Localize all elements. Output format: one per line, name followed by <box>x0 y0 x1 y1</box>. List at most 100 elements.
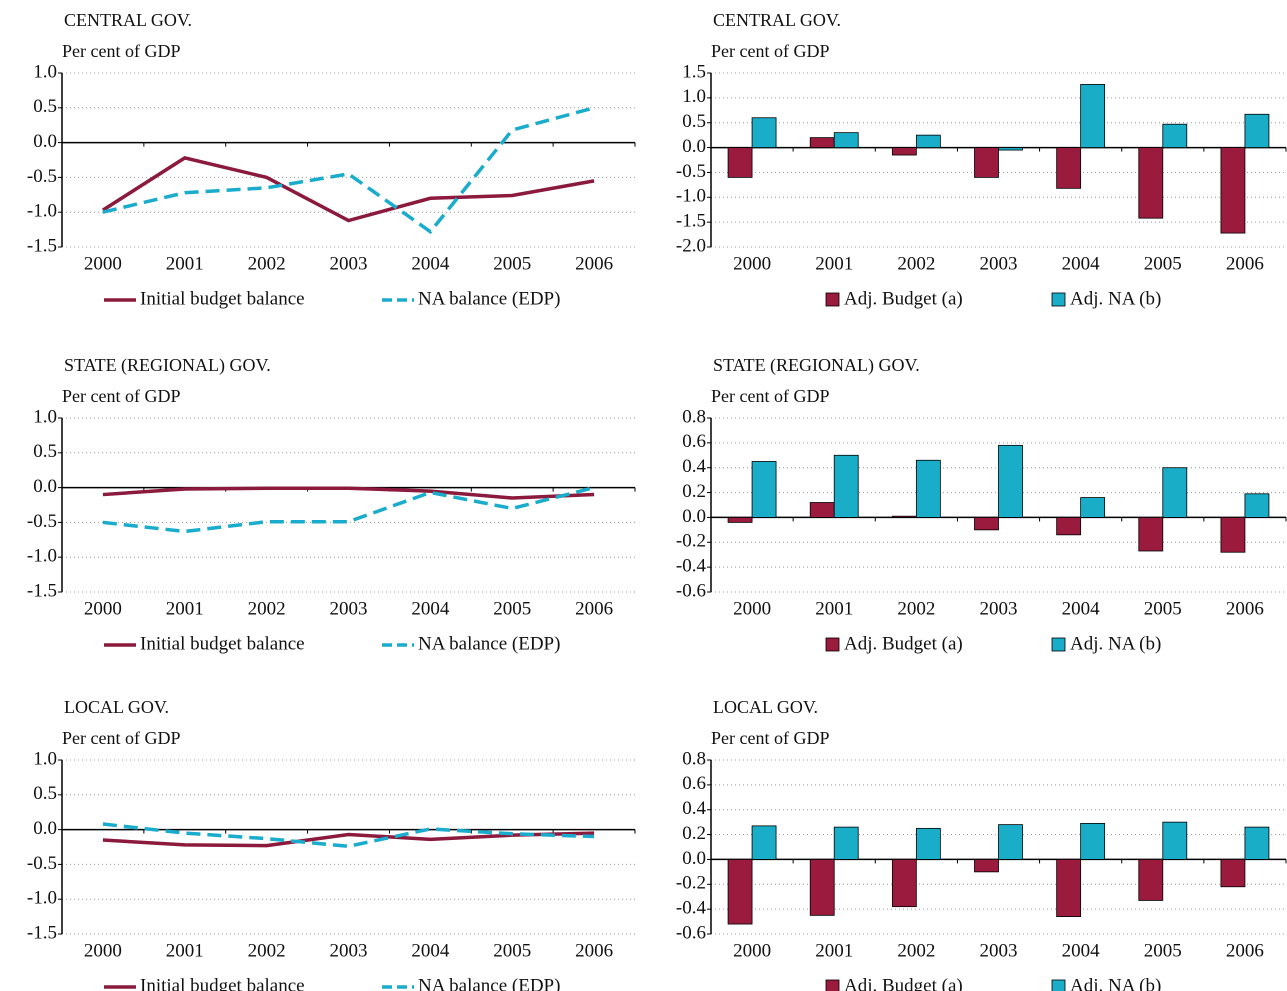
x-tick-label: 2004 <box>1062 598 1101 619</box>
y-tick-label: 0.0 <box>682 506 706 527</box>
y-tick-label: 1.0 <box>682 86 706 107</box>
x-tick-label: 2001 <box>815 940 853 961</box>
x-tick-label: 2006 <box>1226 253 1264 274</box>
bar <box>809 137 835 148</box>
x-tick-label: 2000 <box>733 253 771 274</box>
x-tick-label: 2003 <box>330 253 368 274</box>
x-tick-label: 2006 <box>575 598 613 619</box>
chart-title: STATE (REGIONAL) GOV. <box>713 355 920 376</box>
y-tick-label: 0.0 <box>33 131 57 152</box>
x-tick-label: 2003 <box>330 598 368 619</box>
x-tick-label: 2002 <box>897 253 935 274</box>
x-tick-label: 2004 <box>411 253 450 274</box>
x-tick-label: 2004 <box>1062 253 1101 274</box>
y-tick-label: -0.5 <box>27 853 57 874</box>
bar <box>915 459 941 518</box>
y-tick-label: -1.5 <box>27 235 57 256</box>
bar <box>751 117 777 148</box>
x-tick-label: 2005 <box>493 253 531 274</box>
x-tick-label: 2006 <box>575 940 613 961</box>
x-tick-label: 2004 <box>1062 940 1101 961</box>
series-line <box>102 822 595 849</box>
y-tick-label: 0.0 <box>682 848 706 869</box>
y-tick-label: -1.0 <box>27 546 57 567</box>
bar <box>1244 826 1270 860</box>
legend-swatch <box>1051 292 1066 307</box>
bar <box>727 517 753 523</box>
x-tick-label: 2006 <box>575 253 613 274</box>
y-tick-label: 0.5 <box>682 111 706 132</box>
x-tick-label: 2000 <box>84 253 122 274</box>
bar <box>1056 859 1082 918</box>
bar <box>1162 467 1188 518</box>
x-tick-label: 2004 <box>411 598 450 619</box>
y-tick-label: 0.4 <box>682 798 706 819</box>
series-line <box>102 485 595 534</box>
legend-label: Initial budget balance <box>140 975 305 991</box>
y-tick-label: 0.6 <box>682 431 706 452</box>
y-tick-label: 1.5 <box>682 61 706 82</box>
legend-label: Adj. NA (b) <box>1070 975 1161 991</box>
y-tick-label: -1.5 <box>27 580 57 601</box>
chart-title: CENTRAL GOV. <box>713 10 841 30</box>
y-tick-label: 0.0 <box>33 818 57 839</box>
x-tick-label: 2005 <box>1144 253 1182 274</box>
axis-subtitle: Per cent of GDP <box>711 728 829 748</box>
legend-swatch <box>1051 637 1066 652</box>
x-tick-label: 2001 <box>815 598 853 619</box>
axis-subtitle: Per cent of GDP <box>711 386 829 406</box>
x-tick-label: 2005 <box>493 940 531 961</box>
legend-label: NA balance (EDP) <box>418 633 560 654</box>
y-tick-label: -0.6 <box>676 922 706 943</box>
x-tick-label: 2002 <box>897 940 935 961</box>
legend-label: Adj. Budget (a) <box>844 288 963 309</box>
y-tick-label: 0.8 <box>682 748 706 769</box>
y-tick-label: -1.0 <box>27 201 57 222</box>
axis-subtitle: Per cent of GDP <box>62 386 180 406</box>
y-tick-label: -0.5 <box>27 166 57 187</box>
legend-label: NA balance (EDP) <box>418 975 560 991</box>
y-tick-label: -0.2 <box>676 531 706 552</box>
bar <box>1162 123 1188 148</box>
x-tick-label: 2001 <box>815 253 853 274</box>
bar <box>727 147 753 178</box>
bar <box>751 825 777 860</box>
x-tick-label: 2005 <box>493 598 531 619</box>
x-tick-label: 2002 <box>897 598 935 619</box>
x-tick-label: 2002 <box>248 253 286 274</box>
y-tick-label: 0.5 <box>33 783 57 804</box>
bar <box>809 859 835 916</box>
bar <box>1138 517 1164 552</box>
x-tick-label: 2005 <box>1144 940 1182 961</box>
series-line <box>102 106 595 235</box>
x-tick-label: 2003 <box>980 940 1018 961</box>
y-tick-label: -1.0 <box>676 186 706 207</box>
bar <box>998 824 1023 860</box>
legend-label: Adj. Budget (a) <box>844 633 963 654</box>
y-tick-label: 0.2 <box>682 481 706 502</box>
bar <box>891 859 917 908</box>
bar <box>998 444 1023 518</box>
y-tick-label: -1.5 <box>676 211 706 232</box>
chart-title: CENTRAL GOV. <box>64 10 192 30</box>
axis-subtitle: Per cent of GDP <box>711 41 829 61</box>
x-tick-label: 2001 <box>166 253 204 274</box>
legend-swatch <box>825 979 840 991</box>
axis-subtitle: Per cent of GDP <box>62 728 180 748</box>
y-tick-label: -0.4 <box>676 556 707 577</box>
bar <box>833 132 859 148</box>
bar <box>1244 493 1270 518</box>
bar <box>1080 497 1106 518</box>
y-tick-label: 0.2 <box>682 823 706 844</box>
x-tick-label: 2000 <box>84 940 122 961</box>
y-tick-label: -1.0 <box>27 888 57 909</box>
legend-label: Initial budget balance <box>140 633 305 654</box>
bar <box>974 859 999 873</box>
legend-swatch <box>825 292 840 307</box>
y-tick-label: 1.0 <box>33 748 57 769</box>
bar <box>1162 821 1188 860</box>
bar <box>1080 822 1106 860</box>
x-tick-label: 2003 <box>980 253 1018 274</box>
bar <box>1056 147 1082 189</box>
